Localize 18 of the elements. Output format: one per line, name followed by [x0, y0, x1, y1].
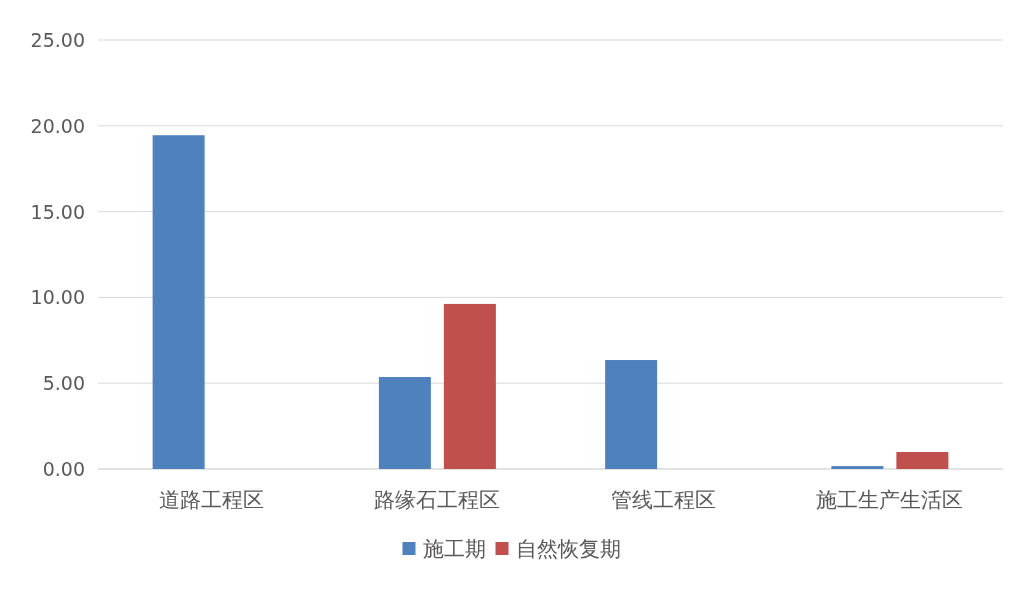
- y-tick-label: 5.00: [42, 372, 85, 395]
- bar: [443, 303, 496, 469]
- y-tick-label: 25.00: [30, 29, 85, 51]
- bar: [378, 377, 431, 469]
- y-tick-label: 10.00: [30, 286, 85, 309]
- x-tick-label: 道路工程区: [158, 488, 264, 512]
- x-tick-label: 施工生产生活区: [816, 488, 964, 512]
- legend-label: 施工期: [422, 537, 486, 561]
- bar: [152, 135, 205, 469]
- bar: [605, 360, 658, 469]
- bar: [831, 466, 884, 469]
- x-tick-label: 路缘石工程区: [374, 488, 501, 512]
- y-tick-label: 15.00: [30, 200, 85, 223]
- x-tick-label: 管线工程区: [611, 488, 717, 512]
- y-tick-label: 20.00: [30, 114, 85, 137]
- legend-label: 自然恢复期: [515, 537, 621, 561]
- bar: [896, 452, 949, 469]
- y-tick-label: 0.00: [42, 458, 85, 480]
